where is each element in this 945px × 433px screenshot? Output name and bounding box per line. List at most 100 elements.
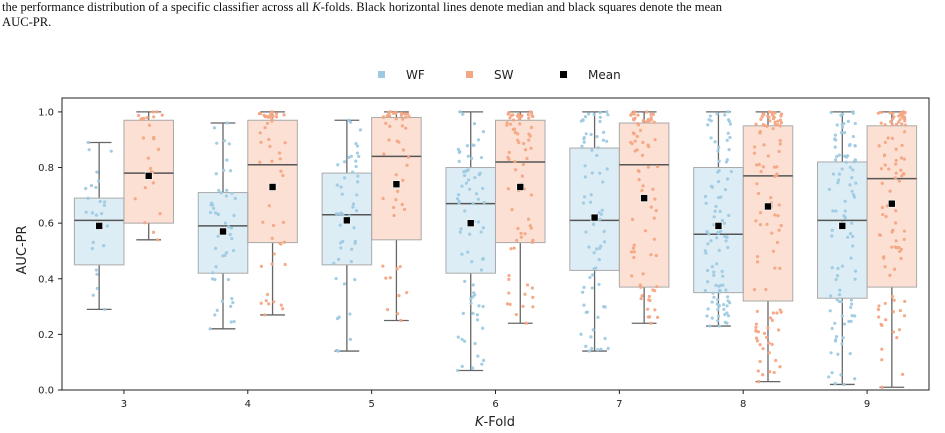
data-point (649, 116, 653, 120)
box-iqr (495, 119, 546, 244)
x-tick-label: 8 (740, 399, 746, 410)
data-point (84, 186, 88, 191)
data-point (725, 304, 729, 308)
data-point (841, 112, 845, 116)
data-point (394, 173, 398, 177)
data-point (851, 134, 855, 139)
data-point (507, 150, 511, 155)
data-point (838, 288, 842, 292)
data-point (581, 290, 585, 294)
data-point (848, 231, 853, 236)
data-point (897, 245, 901, 250)
data-point (849, 298, 854, 302)
data-point (726, 245, 730, 250)
data-point (457, 201, 461, 205)
data-point (475, 313, 479, 317)
data-point (712, 215, 716, 219)
data-point (903, 110, 907, 115)
data-point (464, 181, 468, 185)
data-point (758, 222, 763, 227)
data-point (103, 307, 107, 311)
data-point (530, 286, 535, 290)
data-point (851, 168, 855, 172)
data-point (89, 183, 94, 188)
data-point (636, 123, 641, 127)
data-point (833, 339, 838, 343)
data-point (531, 114, 535, 119)
data-point (647, 145, 651, 149)
data-point (879, 167, 884, 171)
y-tick-label: 0.2 (38, 330, 54, 341)
data-point (460, 364, 464, 368)
data-point (355, 144, 360, 148)
data-point (512, 246, 516, 250)
data-point (259, 112, 263, 116)
data-point (709, 239, 713, 243)
data-point (336, 163, 340, 167)
data-point (879, 121, 883, 125)
data-point (519, 235, 523, 239)
data-point (840, 314, 844, 318)
box-group-sw-6 (495, 111, 546, 324)
data-point (146, 156, 150, 160)
data-point (897, 328, 902, 332)
data-point (475, 318, 480, 322)
data-point (729, 170, 733, 174)
data-point (511, 113, 515, 117)
data-point (892, 298, 896, 302)
data-point (835, 123, 839, 127)
data-point (894, 162, 898, 166)
data-point (530, 240, 535, 244)
data-point (481, 257, 485, 261)
data-point (728, 122, 733, 126)
data-point (277, 151, 282, 155)
data-point (332, 261, 336, 265)
x-tick-label: 4 (245, 399, 251, 410)
data-point (707, 118, 711, 122)
data-point (605, 139, 609, 143)
data-point (703, 194, 708, 199)
data-point (335, 316, 340, 321)
data-point (767, 341, 771, 345)
data-point (507, 277, 511, 281)
data-point (725, 235, 729, 239)
data-point (387, 110, 391, 114)
data-point (651, 112, 655, 116)
data-point (752, 151, 757, 155)
data-point (145, 116, 149, 120)
data-point (899, 156, 903, 160)
data-point (712, 295, 716, 299)
data-point (703, 289, 707, 293)
data-point (232, 319, 236, 324)
data-point (830, 228, 834, 232)
data-point (726, 131, 730, 135)
x-axis-label-k: K (475, 415, 485, 430)
data-point (520, 174, 525, 178)
data-point (524, 321, 528, 325)
data-point (397, 294, 401, 298)
data-point (482, 200, 486, 205)
box-iqr (817, 161, 868, 299)
data-point (597, 282, 601, 287)
data-point (902, 157, 906, 161)
data-point (649, 118, 653, 122)
data-point (722, 303, 726, 307)
data-point (765, 124, 769, 128)
data-point (387, 138, 391, 142)
data-point (833, 158, 838, 162)
data-point (853, 314, 857, 318)
data-point (827, 187, 831, 191)
data-point (714, 204, 718, 209)
data-point (90, 246, 94, 251)
data-point (903, 130, 907, 134)
data-point (580, 144, 584, 148)
data-point (630, 274, 634, 278)
data-point (900, 143, 904, 147)
data-point (643, 229, 648, 233)
data-point (834, 335, 839, 339)
data-point (268, 144, 272, 149)
data-point (754, 325, 758, 329)
data-point (356, 180, 360, 184)
data-point (598, 171, 602, 175)
data-point (835, 274, 840, 278)
